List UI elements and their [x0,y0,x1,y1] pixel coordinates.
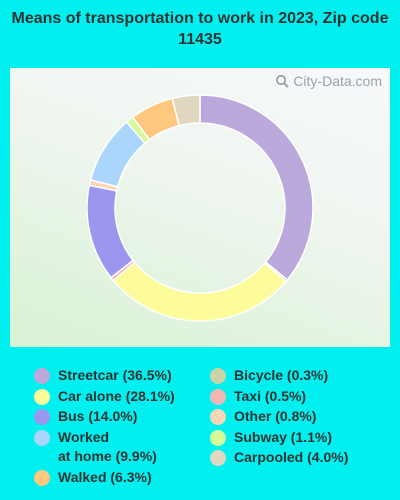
legend-item: Carpooled (4.0%) [210,448,390,468]
legend-item: Worked at home (9.9%) [34,428,214,467]
legend-label: Taxi (0.5%) [234,387,307,404]
watermark: City-Data.com [275,73,382,89]
legend-column-right: Bicycle (0.3%) Taxi (0.5%) Other (0.8%) Sub… [210,366,390,469]
legend-label: Carpooled (4.0%) [234,449,349,465]
legend-label: Subway (1.1%) [234,428,333,445]
legend-item: Bicycle (0.3%) [210,366,390,386]
donut-slice-streetcar [199,94,314,281]
legend-column-left: Streetcar (36.5%) Car alone (28.1%) Bus (1… [34,366,214,488]
magnifier-icon [276,74,290,88]
legend-label: Bus (14.0%) [58,408,138,424]
donut-slice-bus [86,184,135,279]
legend-swatch [34,388,50,405]
legend-swatch [210,368,226,384]
legend-swatch [210,409,226,425]
legend-swatch [210,450,226,466]
legend-swatch [34,409,50,425]
legend-swatch [210,388,226,405]
legend-item: Bus (14.0%) [34,407,214,427]
legend-swatch [210,429,226,446]
chart-title: Means of transportation to work in 2023,… [11,10,389,48]
legend-swatch [34,368,50,384]
legend-label: Other (0.8%) [234,408,317,424]
legend-item: Other (0.8%) [210,407,390,427]
legend-label: Worked at home (9.9%) [58,428,157,465]
legend-item: Subway (1.1%) [210,428,390,448]
watermark-text: City-Data.com [293,73,382,89]
legend-item: Walked (6.3%) [34,468,214,488]
legend-swatch [34,469,50,486]
legend-item: Car alone (28.1%) [34,387,214,407]
legend-item: Streetcar (36.5%) [34,366,214,386]
legend-label: Streetcar (36.5%) [58,367,172,383]
donut-slice-carpooled [171,94,201,127]
legend-item: Taxi (0.5%) [210,387,390,407]
donut-slice-car-alone [112,261,287,322]
legend-swatch [34,429,50,446]
legend-label: Car alone (28.1%) [58,387,175,404]
legend-label: Bicycle (0.3%) [234,367,329,383]
legend-label: Walked (6.3%) [58,468,152,485]
